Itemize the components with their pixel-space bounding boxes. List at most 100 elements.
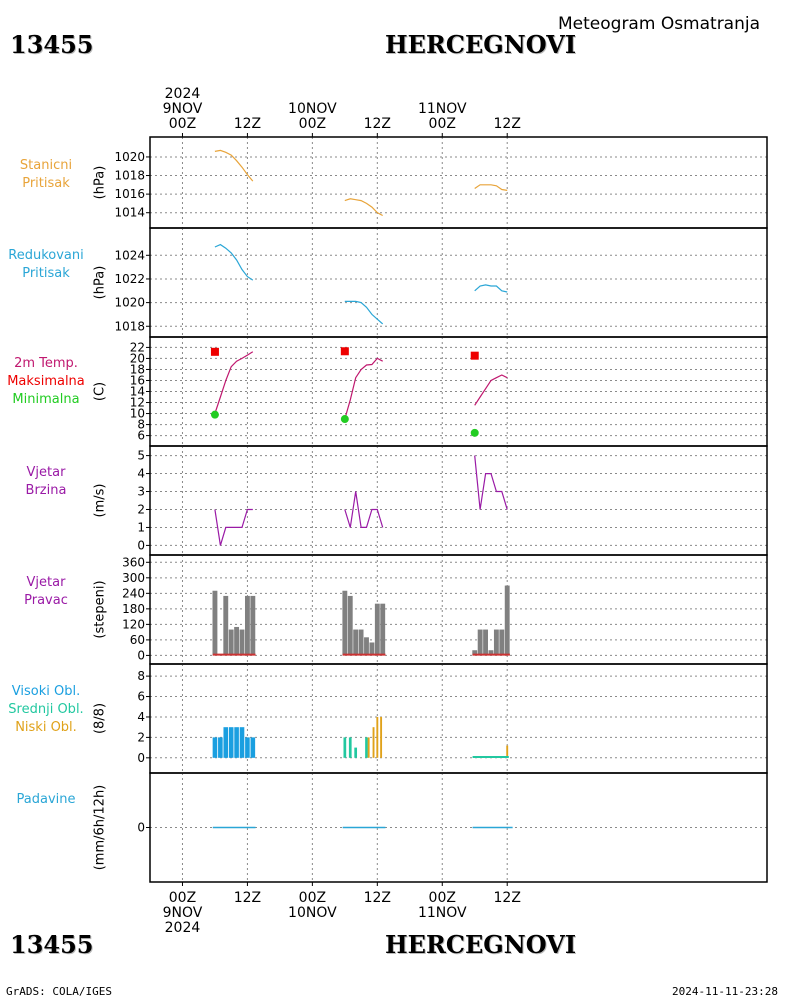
- bar-wind_direction-s1-4: [364, 637, 369, 656]
- line-wind_speed-s0: [214, 508, 253, 546]
- footer-timestamp: 2024-11-11-23:28: [672, 985, 778, 998]
- bar-wind_direction-s1-6: [374, 603, 380, 656]
- ytick-label-wind_speed-5: 5: [137, 449, 145, 463]
- footer-grads-credit: GrADS: COLA/IGES: [6, 985, 112, 998]
- ylabel-station_pressure: (hPa): [93, 166, 108, 200]
- ytick-label-temperature-8: 22: [130, 340, 145, 354]
- bar-wind_direction-s1-3: [358, 629, 364, 656]
- bar-wind_direction-s1-1: [347, 595, 353, 656]
- line-wind_speed-s1: [344, 491, 384, 529]
- ytick-label-wind_speed-0: 0: [137, 538, 145, 552]
- station-name-bottom: HERCEGNOVI: [385, 930, 577, 959]
- panel-station_pressure: 1014 1016 1018 1020 (hPa): [93, 136, 768, 229]
- ytick-label-reduced_pressure-2: 1022: [114, 272, 145, 286]
- top-time-label-4: 00Z: [429, 116, 456, 132]
- tmin-marker-2: [470, 428, 479, 437]
- bar-clouds-s0-2: [223, 727, 229, 758]
- panel-title-line: Padavine: [16, 792, 76, 807]
- ylabel-wind_speed: (m/s): [93, 484, 108, 518]
- panel-title-line: Brzina: [25, 483, 67, 498]
- station-id-bottom: 13455: [10, 930, 94, 959]
- ytick-label-wind_direction-6: 360: [122, 555, 145, 569]
- top-time-label-0: 9NOV: [163, 101, 203, 117]
- bar-wind_direction-s1-5: [369, 642, 375, 656]
- bar-wind_direction-s2-2: [483, 629, 488, 656]
- ytick-label-wind_direction-2: 120: [122, 617, 145, 631]
- bar-clouds-s1-0: [343, 737, 347, 758]
- bar-clouds-s0-1: [218, 737, 223, 758]
- ytick-label-wind_direction-4: 240: [122, 586, 145, 600]
- panel-title-wind_direction: Vjetar Pravac: [0, 574, 106, 610]
- ytick-label-clouds-1: 2: [137, 730, 145, 744]
- meteogram-title: Meteogram Osmatranja: [558, 14, 761, 34]
- bar-clouds-s2-1: [372, 727, 375, 758]
- top-time-label-0: 00Z: [169, 116, 196, 132]
- ytick-label-wind_direction-0: 0: [137, 648, 145, 662]
- panel-reduced_pressure: 1018 1020 1022 1024 (hPa): [93, 227, 768, 338]
- tmin-marker-1: [340, 415, 349, 424]
- ytick-label-station_pressure-2: 1018: [114, 169, 145, 183]
- panel-title-line: Pritisak: [22, 176, 70, 191]
- frame-temperature: [149, 336, 768, 447]
- ytick-label-precipitation-0: 0: [137, 821, 145, 835]
- line-temperature-s0: [214, 351, 254, 414]
- ylabel-precipitation: (mm/6h/12h): [93, 785, 108, 871]
- ylabel-temperature: (C): [93, 382, 108, 401]
- ylabel-clouds: (8/8): [93, 703, 108, 734]
- bar-clouds-s0-5: [239, 727, 245, 758]
- ytick-label-temperature-0: 6: [137, 429, 145, 443]
- ylabel-reduced_pressure: (hPa): [93, 266, 108, 300]
- bar-wind_direction-s0-7: [250, 595, 256, 656]
- ytick-label-reduced_pressure-1: 1020: [114, 296, 145, 310]
- panel-title-line: Visoki Obl.: [11, 684, 81, 699]
- ytick-label-wind_speed-2: 2: [137, 502, 145, 516]
- line-station_pressure-s1: [344, 198, 383, 217]
- ylabel-wind_direction: (stepeni): [93, 580, 108, 638]
- bar-clouds-s1-3: [365, 737, 368, 758]
- bar-wind_direction-s0-2: [223, 595, 229, 656]
- bottom-time-label-0: 2024: [165, 920, 201, 936]
- line-reduced_pressure-s0: [214, 243, 254, 281]
- ytick-label-temperature-2: 10: [130, 407, 145, 421]
- bar-clouds-s0-0: [212, 737, 218, 758]
- panel-title-wind_speed: Vjetar Brzina: [0, 464, 106, 500]
- ytick-label-wind_speed-4: 4: [137, 467, 145, 481]
- line-reduced_pressure-s1: [344, 300, 384, 325]
- bottom-time-label-1: 12Z: [234, 890, 261, 906]
- bar-wind_direction-s0-5: [239, 629, 245, 656]
- tmax-marker-1: [340, 347, 349, 356]
- ytick-label-temperature-4: 14: [130, 385, 145, 399]
- bar-clouds-s0-7: [250, 737, 256, 758]
- bar-wind_direction-s0-0: [212, 590, 218, 656]
- station-name-top: HERCEGNOVI: [385, 30, 577, 59]
- ytick-label-temperature-3: 12: [130, 396, 145, 410]
- panel-title-station_pressure: Stanicni Pritisak: [0, 157, 106, 193]
- bottom-time-label-4: 00Z: [429, 890, 456, 906]
- bottom-time-label-5: 12Z: [494, 890, 521, 906]
- panel-title-line: Pravac: [24, 593, 68, 608]
- panel-precipitation: 0 (mm/6h/12h): [93, 772, 768, 883]
- ytick-label-clouds-4: 8: [137, 669, 145, 683]
- panel-title-line: Redukovani: [8, 248, 84, 263]
- bar-clouds-s0-4: [234, 727, 239, 758]
- ytick-label-station_pressure-0: 1014: [114, 206, 145, 220]
- bar-wind_direction-s2-0: [472, 650, 478, 656]
- panel-title-temperature: 2m Temp. Maksimalna Minimalna: [0, 355, 106, 409]
- top-time-label-5: 12Z: [494, 116, 521, 132]
- bottom-time-label-0: 9NOV: [163, 905, 203, 921]
- top-time-label-2: 10NOV: [288, 101, 337, 117]
- top-time-label-3: 12Z: [364, 116, 391, 132]
- top-time-label-1: 12Z: [234, 116, 261, 132]
- panel-wind_speed: 0 1 2 3 4 5 (m/s): [93, 445, 768, 556]
- ytick-label-reduced_pressure-0: 1018: [114, 319, 145, 333]
- panel-title-reduced_pressure: Redukovani Pritisak: [0, 247, 106, 283]
- bar-clouds-s2-2: [376, 716, 379, 758]
- panel-title-line: Niski Obl.: [15, 720, 77, 735]
- line-reduced_pressure-s2: [474, 284, 508, 293]
- ytick-label-temperature-1: 8: [137, 418, 145, 432]
- bar-wind_direction-s2-6: [504, 585, 510, 656]
- ytick-label-temperature-6: 18: [130, 362, 145, 376]
- bottom-time-label-2: 00Z: [299, 890, 326, 906]
- bar-wind_direction-s1-2: [353, 629, 359, 656]
